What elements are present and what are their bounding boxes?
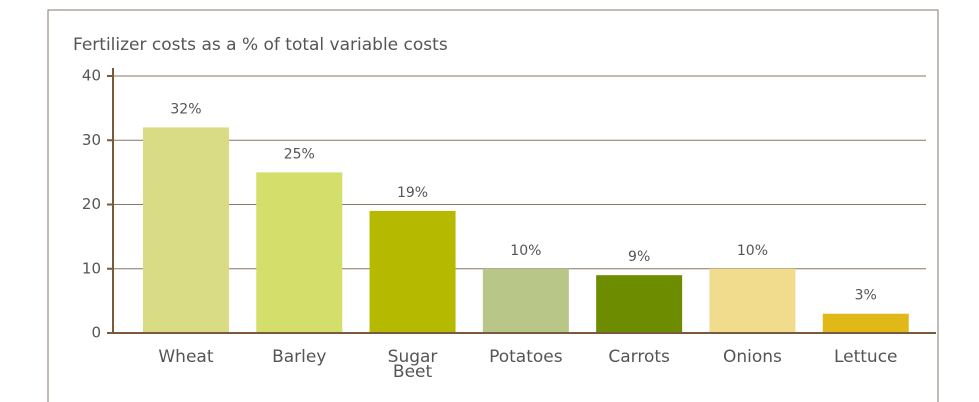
bar: [142, 127, 229, 334]
x-tick-label: Sugar Beet: [388, 347, 438, 382]
value-label: 19%: [397, 185, 428, 201]
x-tick-label: Carrots: [608, 347, 670, 367]
bar: [709, 268, 796, 333]
y-tick-label: 30: [82, 131, 101, 149]
x-tick-label: Wheat: [158, 347, 213, 367]
frame: [47, 9, 939, 402]
x-tick-label: Potatoes: [489, 347, 563, 367]
value-label: 25%: [284, 146, 315, 162]
value-label: 3%: [855, 288, 877, 304]
value-label: 32%: [170, 101, 201, 117]
value-label: 10%: [510, 243, 541, 259]
bar: [256, 172, 343, 333]
y-tick-label: 0: [91, 324, 101, 342]
bar: [369, 210, 456, 333]
chart-title: Fertilizer costs as a % of total variabl…: [73, 35, 448, 55]
bar: [596, 275, 683, 333]
y-tick-label: 40: [82, 67, 101, 85]
x-tick-label: Lettuce: [834, 347, 898, 367]
value-label: 9%: [628, 249, 650, 265]
x-tick-label: Onions: [723, 347, 782, 367]
y-tick-label: 10: [82, 259, 101, 277]
bar: [482, 268, 569, 333]
bar: [822, 313, 909, 333]
x-tick-label: Barley: [272, 347, 326, 367]
y-tick-label: 20: [82, 195, 101, 213]
value-label: 10%: [737, 243, 768, 259]
